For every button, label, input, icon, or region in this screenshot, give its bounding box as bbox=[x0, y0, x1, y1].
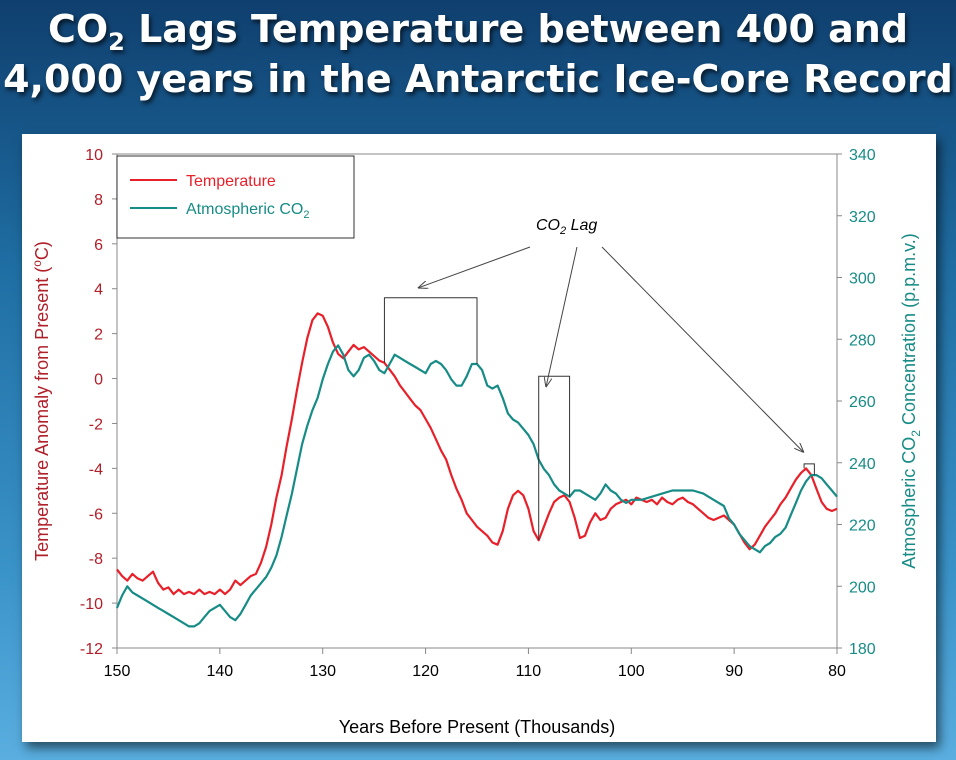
page-title: CO2 Lags Temperature between 400 and 4,0… bbox=[0, 4, 956, 104]
y-left-tick-label: 2 bbox=[94, 327, 103, 344]
x-tick-label: 100 bbox=[618, 663, 645, 680]
y-right-tick-label: 260 bbox=[849, 394, 876, 411]
x-tick-label: 90 bbox=[725, 663, 743, 680]
title-line-1: CO2 Lags Temperature between 400 and bbox=[47, 7, 909, 56]
y-right-tick-label: 300 bbox=[849, 271, 876, 288]
y-left-tick-label: 4 bbox=[94, 282, 103, 299]
y-left-tick-label: -12 bbox=[80, 641, 103, 658]
x-tick-label: 80 bbox=[828, 663, 846, 680]
legend-temperature-label: Temperature bbox=[186, 173, 276, 190]
co2-lag-annotation: CO2 Lag bbox=[536, 217, 597, 237]
x-tick-label: 150 bbox=[104, 663, 131, 680]
y-right-tick-label: 340 bbox=[849, 147, 876, 164]
chart-frame: 10 8 6 4 2 0 -2 -4 -6 -8 -10 -12 340 320 300 280 260 240… bbox=[22, 134, 936, 742]
legend: Temperature Atmospheric CO2 bbox=[116, 155, 355, 239]
y-right-tick-label: 240 bbox=[849, 456, 876, 473]
y-left-tick-label: 6 bbox=[94, 237, 103, 254]
y-left-tick-label: 0 bbox=[94, 372, 103, 389]
y-right-tick-label: 200 bbox=[849, 579, 876, 596]
lag-arrow bbox=[601, 246, 803, 452]
co2-line bbox=[115, 344, 838, 628]
lag-bracket bbox=[803, 463, 815, 476]
legend-co2-label: Atmospheric CO2 bbox=[186, 201, 310, 221]
lag-arrow bbox=[419, 246, 531, 288]
title-line-2: 4,000 years in the Antarctic Ice-Core Re… bbox=[3, 57, 953, 101]
y-left-tick-label: -10 bbox=[80, 596, 103, 613]
y-axis-label-right: Atmospheric CO2 Concentration (p.p.m.v.) bbox=[899, 233, 923, 568]
lag-bracket bbox=[538, 375, 571, 541]
y-left-tick-label: -8 bbox=[89, 551, 103, 568]
x-tick-label: 140 bbox=[207, 663, 234, 680]
y-right-tick-label: 280 bbox=[849, 332, 876, 349]
y-left-tick-label: 10 bbox=[85, 147, 103, 164]
y-right-tick-label: 320 bbox=[849, 209, 876, 226]
x-tick-label: 120 bbox=[412, 663, 439, 680]
y-axis-label-left: Temperature Anomaly from Present (oC) bbox=[30, 241, 52, 561]
lag-arrow bbox=[546, 246, 578, 386]
x-tick-label: 110 bbox=[516, 663, 542, 680]
y-right-tick-label: 220 bbox=[849, 518, 876, 535]
chart-svg: 10 8 6 4 2 0 -2 -4 -6 -8 -10 -12 340 320 300 280 260 240… bbox=[30, 147, 923, 737]
x-axis-label: Years Before Present (Thousands) bbox=[339, 717, 616, 737]
y-right-tick-label: 180 bbox=[849, 641, 876, 658]
lag-bracket bbox=[383, 297, 478, 364]
y-left-tick-label: -6 bbox=[89, 506, 103, 523]
y-left-tick-label: 8 bbox=[94, 192, 103, 209]
temperature-line bbox=[116, 312, 838, 596]
y-left-tick-label: -4 bbox=[89, 461, 103, 478]
x-tick-label: 130 bbox=[309, 663, 336, 680]
y-left-tick-label: -2 bbox=[89, 416, 103, 433]
